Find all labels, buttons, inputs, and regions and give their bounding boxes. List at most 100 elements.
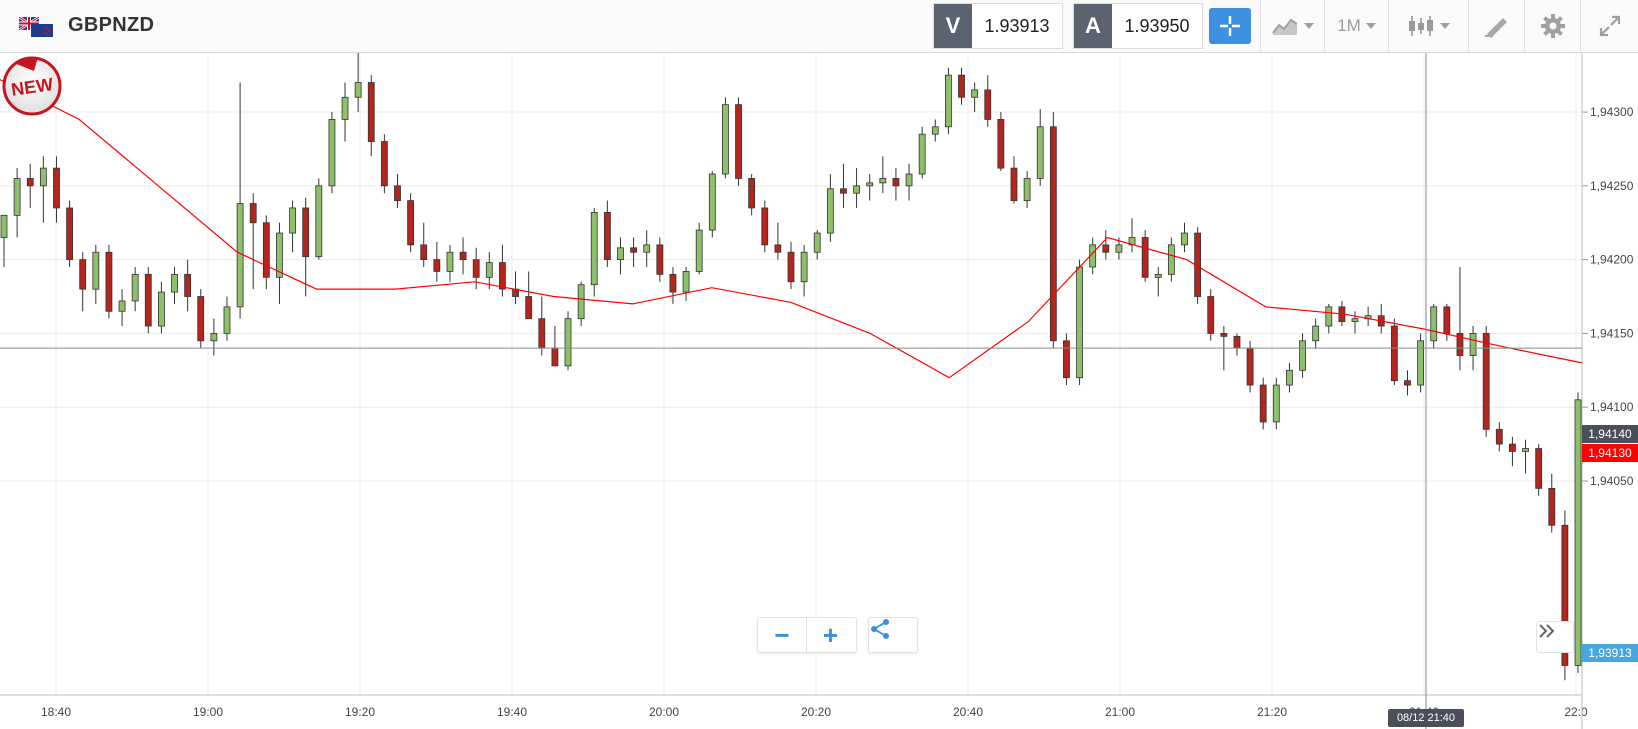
candle	[1049, 112, 1057, 349]
last-price-label: 1,93913	[1582, 644, 1638, 662]
candle-body	[669, 273, 677, 293]
candle	[171, 267, 178, 304]
price-chart[interactable]: 1,94050 1,94100 1,94150 1,94200 1,94250 1,943…	[0, 53, 1638, 729]
candle	[630, 237, 637, 267]
candle	[354, 53, 362, 113]
candle-body	[1404, 380, 1411, 386]
candle-body	[761, 207, 769, 246]
drawing-tool[interactable]	[1468, 0, 1524, 52]
candle-body	[840, 188, 847, 194]
fullscreen-button[interactable]	[1580, 0, 1638, 52]
candle-body	[499, 262, 506, 290]
candlestick-icon	[1409, 16, 1433, 36]
candle-body	[1574, 399, 1582, 666]
candle	[590, 207, 598, 297]
x-tick-label: 19:00	[193, 705, 223, 719]
candle-body	[682, 271, 690, 293]
candle-body	[1430, 306, 1438, 342]
timeframe-selector[interactable]: 1M	[1324, 0, 1388, 52]
sell-quote[interactable]: V 1.93913	[933, 3, 1063, 49]
sell-label: V	[934, 4, 972, 48]
expand-icon	[1599, 15, 1620, 37]
candle	[603, 200, 611, 267]
crosshair-button[interactable]	[1209, 8, 1251, 44]
buy-label: A	[1074, 4, 1112, 48]
buy-price: 1.93950	[1124, 15, 1190, 36]
candle-body	[184, 273, 192, 297]
candle-body	[1443, 306, 1451, 334]
new-badge-icon: NEW	[2, 56, 62, 116]
candle-body	[157, 291, 165, 327]
chart-canvas[interactable]: 1,94050 1,94100 1,94150 1,94200 1,94250 1,943…	[0, 53, 1638, 729]
candle-body	[92, 251, 100, 290]
gb-nz-flag-icon	[19, 17, 53, 37]
candle-body	[1561, 524, 1569, 666]
candle-body	[905, 173, 913, 187]
candle	[669, 267, 677, 304]
candle	[1128, 218, 1136, 253]
moving-average-price-label: 1,94130	[1582, 444, 1638, 462]
x-tick-label: 18:40	[41, 705, 71, 719]
candle	[1482, 326, 1490, 437]
crosshair-icon	[1220, 16, 1240, 36]
candle	[905, 163, 913, 201]
candle	[66, 200, 73, 267]
candle-body	[748, 178, 756, 209]
candle	[1312, 318, 1320, 349]
x-tick-label: 20:20	[801, 705, 831, 719]
candle-body	[315, 185, 323, 258]
candle	[39, 156, 47, 223]
y-tick-label: 1,94300	[1590, 105, 1634, 119]
candle	[564, 311, 572, 371]
candle	[1430, 303, 1438, 349]
candle-body	[525, 296, 533, 320]
candle-body	[1312, 325, 1320, 342]
candle-body	[1233, 335, 1241, 349]
settings-button[interactable]	[1524, 0, 1580, 52]
candle	[328, 112, 336, 194]
candle	[997, 112, 1005, 172]
candle	[695, 222, 703, 275]
moving-average-line	[0, 79, 1583, 379]
candle-body	[1154, 273, 1162, 278]
candle-body	[800, 251, 808, 283]
share-icon	[871, 619, 889, 639]
candle-body	[420, 244, 428, 261]
candle-body	[302, 207, 310, 258]
crosshair-time-label: 08/12 21:40	[1388, 709, 1464, 727]
candle-body	[564, 318, 572, 367]
candle-body	[13, 178, 21, 216]
share-button[interactable]	[869, 618, 917, 652]
indicators-selector[interactable]	[1388, 0, 1468, 52]
x-tick-label: 22:0	[1564, 705, 1588, 719]
candle-body	[394, 185, 401, 201]
candle	[105, 244, 113, 319]
candle	[289, 200, 296, 253]
candle	[13, 168, 21, 238]
candle-body	[774, 244, 782, 253]
candle-body	[538, 318, 546, 349]
candle-body	[105, 251, 113, 312]
candle	[499, 244, 506, 297]
scroll-to-end-button[interactable]	[1536, 621, 1574, 653]
candle-body	[1259, 384, 1267, 423]
candle	[1456, 267, 1464, 371]
candle-body	[1286, 369, 1293, 386]
candle	[1063, 333, 1070, 386]
double-chevron-right-icon	[1539, 624, 1555, 638]
candle	[826, 174, 834, 242]
candle-body	[1456, 333, 1464, 356]
zoom-in-button[interactable]: +	[806, 618, 854, 652]
candle	[682, 267, 690, 301]
candle-body	[971, 89, 979, 98]
candle	[1181, 222, 1188, 253]
candle-body	[1141, 237, 1149, 278]
buy-quote[interactable]: A 1.93950	[1073, 3, 1203, 49]
x-tick-label: 20:40	[953, 705, 983, 719]
candle-body	[66, 207, 73, 261]
candle	[1167, 237, 1175, 282]
candle	[761, 200, 769, 253]
candle	[722, 97, 729, 179]
chart-type-selector[interactable]	[1260, 0, 1324, 52]
zoom-out-button[interactable]: −	[774, 619, 790, 650]
